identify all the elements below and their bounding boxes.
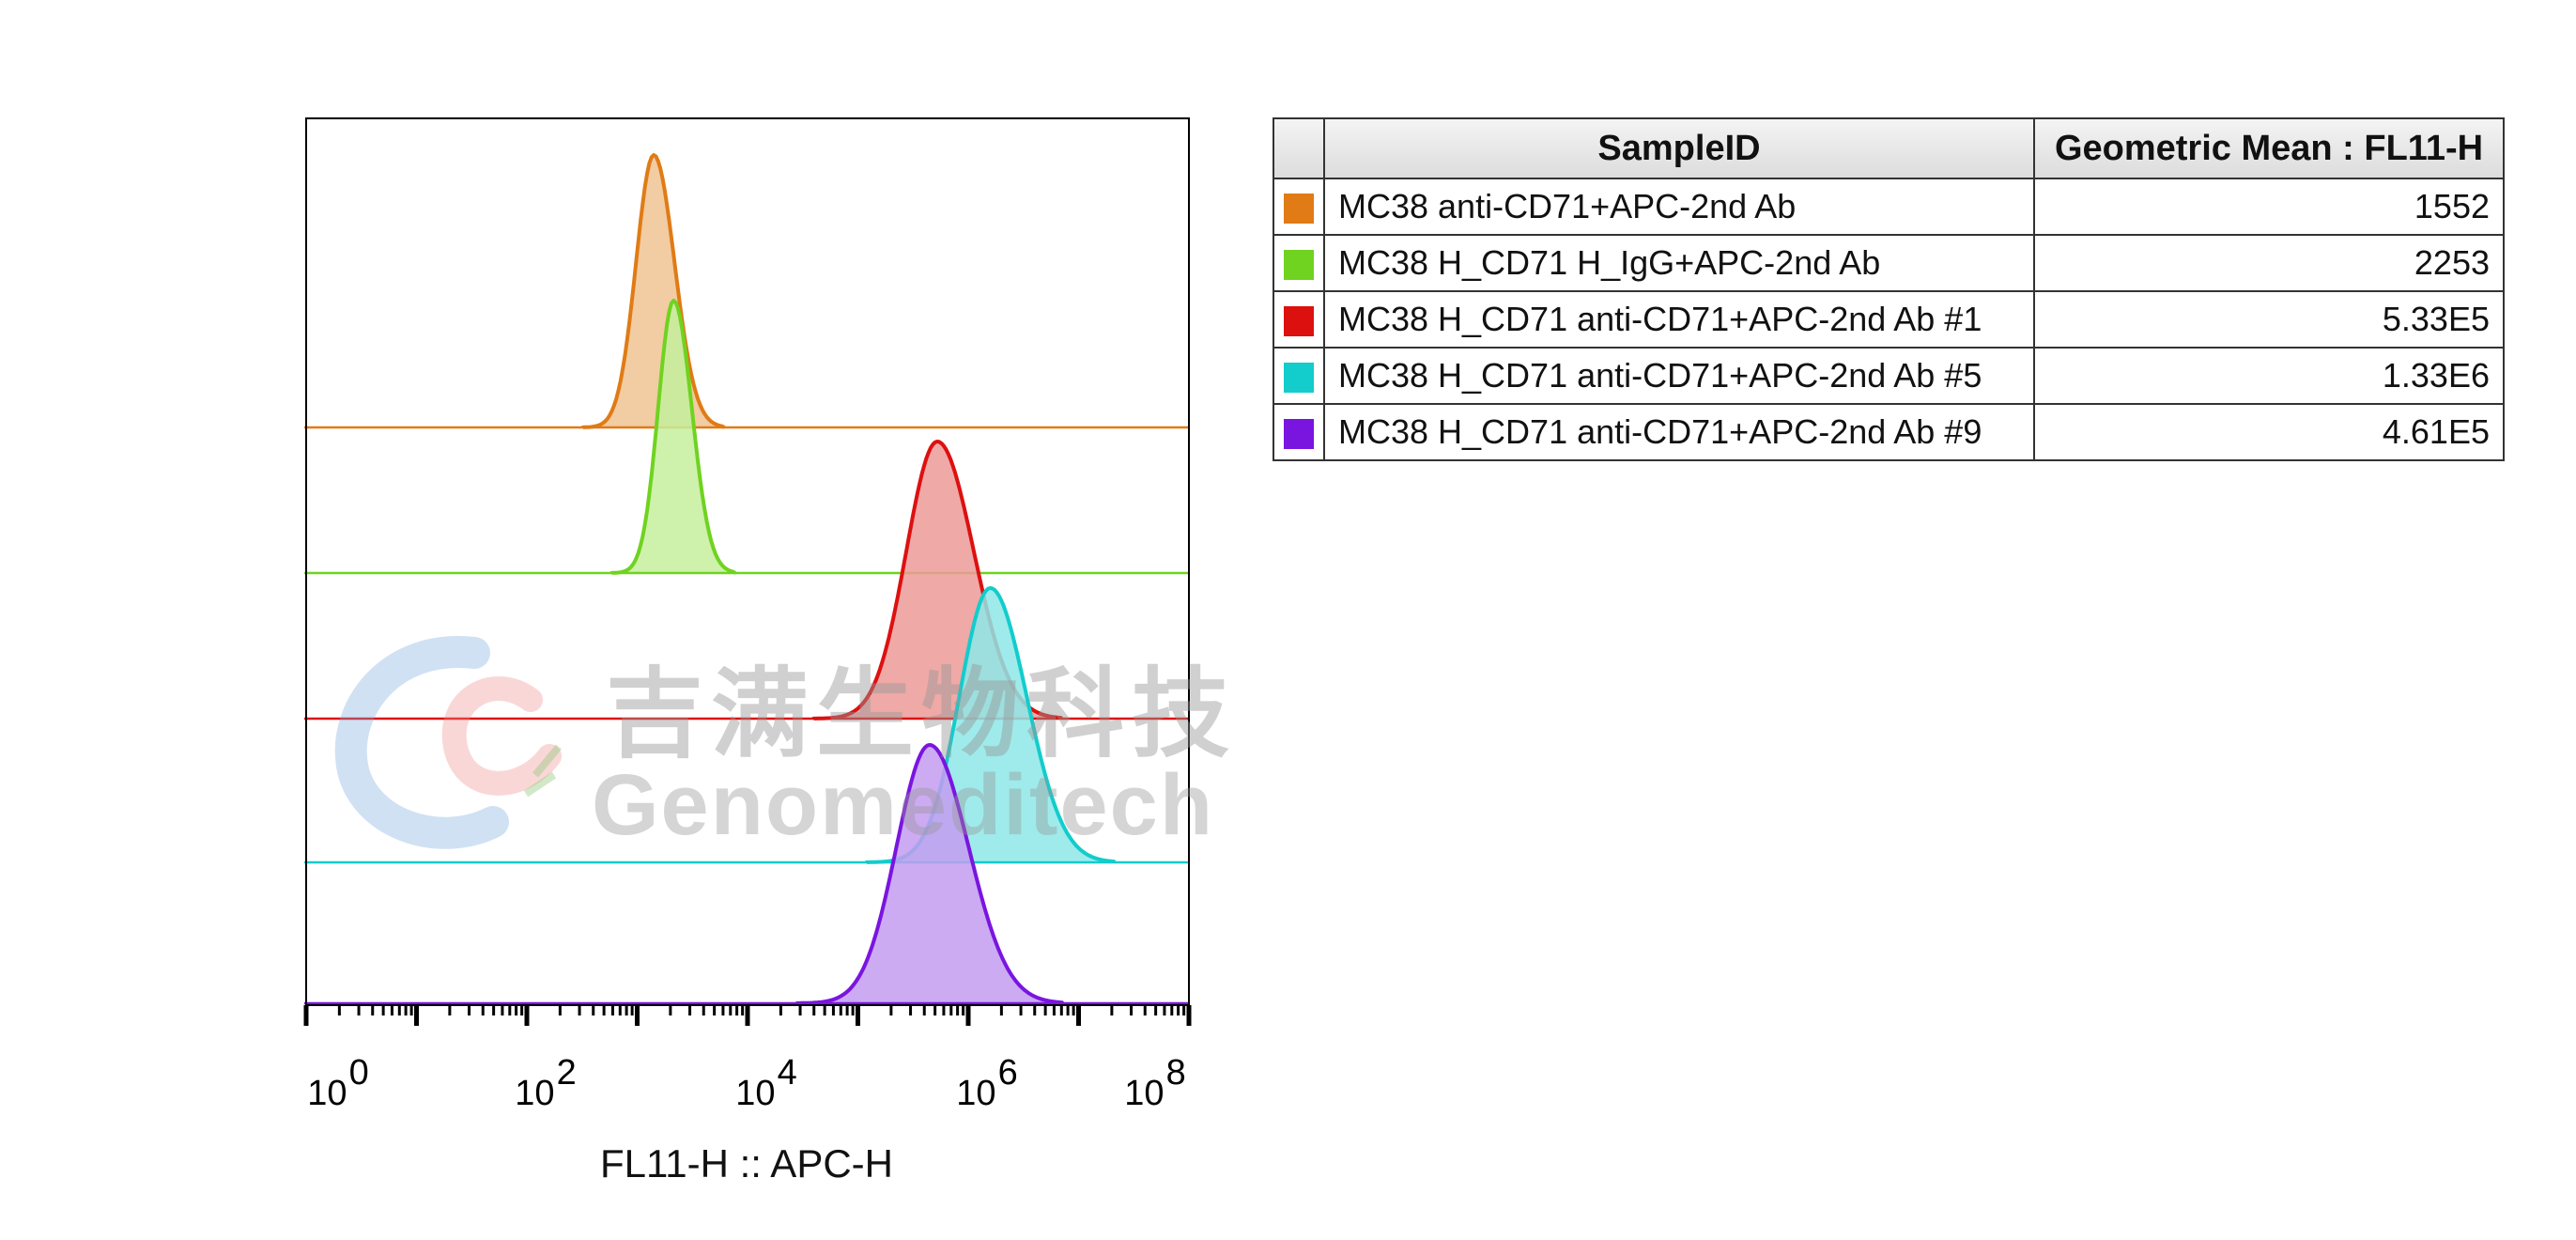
histogram-area-4 — [866, 588, 1115, 862]
legend-sample-id: MC38 H_CD71 anti-CD71+APC-2nd Ab #9 — [1323, 403, 2035, 461]
legend-geometric-mean: 1552 — [2033, 178, 2505, 236]
histogram-curves — [304, 153, 1189, 1005]
legend-row: MC38 anti-CD71+APC-2nd Ab 1552 — [1273, 178, 2505, 236]
x-tick-label: 102 — [515, 1053, 576, 1113]
histogram-area-1 — [582, 155, 725, 427]
legend-swatch-cell — [1273, 234, 1325, 292]
legend-swatch-cell — [1273, 403, 1325, 461]
legend-sample-id: MC38 anti-CD71+APC-2nd Ab — [1323, 178, 2035, 236]
histogram-curve-2 — [609, 299, 737, 575]
x-axis-title: FL11-H :: APC-H — [600, 1141, 893, 1186]
geomean-header: Geometric Mean : FL11-H — [2033, 117, 2505, 179]
histogram-curve-1 — [580, 153, 726, 429]
legend-swatch — [1284, 250, 1314, 281]
histogram-area-3 — [813, 442, 1061, 719]
legend-swatch — [1284, 194, 1314, 225]
sampleid-header: SampleID — [1323, 117, 2035, 179]
legend-geometric-mean: 4.61E5 — [2033, 403, 2505, 461]
legend-header-row: SampleID Geometric Mean : FL11-H — [1273, 117, 2505, 179]
legend-swatch — [1284, 363, 1314, 394]
x-axis-tick-labels: 100 102 104 106 108 — [307, 1053, 1185, 1113]
legend-sample-id: MC38 H_CD71 H_IgG+APC-2nd Ab — [1323, 234, 2035, 292]
histogram-curve-5 — [794, 743, 1064, 1005]
legend-body: MC38 anti-CD71+APC-2nd Ab 1552 MC38 H_CD71… — [1273, 178, 2505, 461]
legend-swatch — [1284, 419, 1314, 450]
plot-frame — [305, 117, 1190, 1006]
histogram-area-2 — [611, 301, 736, 573]
x-tick-label: 104 — [735, 1053, 796, 1113]
x-axis-ticks — [303, 1005, 1192, 1026]
legend-swatch-cell — [1273, 347, 1325, 405]
legend-geometric-mean: 5.33E5 — [2033, 290, 2505, 349]
legend-row: MC38 H_CD71 anti-CD71+APC-2nd Ab #5 1.33E… — [1273, 347, 2505, 405]
legend-swatch-cell — [1273, 290, 1325, 349]
legend-row: MC38 H_CD71 anti-CD71+APC-2nd Ab #1 5.33E… — [1273, 290, 2505, 349]
swatch-header-cell — [1273, 117, 1325, 179]
x-tick-label: 106 — [956, 1053, 1017, 1113]
legend-sample-id: MC38 H_CD71 anti-CD71+APC-2nd Ab #5 — [1323, 347, 2035, 405]
x-tick-label: 108 — [1124, 1053, 1185, 1113]
legend-geometric-mean: 2253 — [2033, 234, 2505, 292]
legend-sample-id: MC38 H_CD71 anti-CD71+APC-2nd Ab #1 — [1323, 290, 2035, 349]
x-tick-label: 100 — [307, 1053, 368, 1113]
histogram-area-5 — [796, 745, 1062, 1003]
legend-swatch — [1284, 306, 1314, 337]
legend-row: MC38 H_CD71 H_IgG+APC-2nd Ab 2253 — [1273, 234, 2505, 292]
legend-geometric-mean: 1.33E6 — [2033, 347, 2505, 405]
legend-table: SampleID Geometric Mean : FL11-H MC38 an… — [1273, 117, 2505, 461]
legend-row: MC38 H_CD71 anti-CD71+APC-2nd Ab #9 4.61E… — [1273, 403, 2505, 461]
legend-swatch-cell — [1273, 178, 1325, 236]
